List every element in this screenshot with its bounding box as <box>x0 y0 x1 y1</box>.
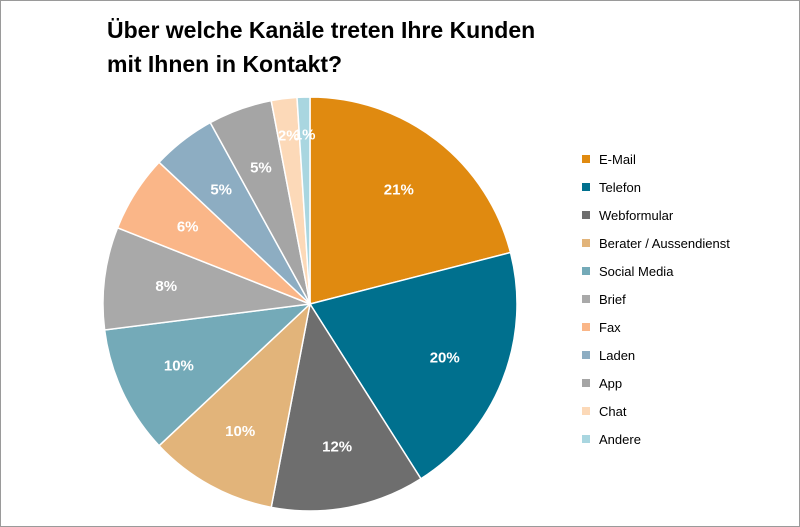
legend-label: Berater / Aussendienst <box>599 235 730 251</box>
pie-slice-e-mail <box>309 96 512 305</box>
legend-swatch <box>582 211 590 219</box>
legend-swatch <box>582 267 590 275</box>
slice-label-telefon: 20% <box>430 349 460 366</box>
legend-swatch <box>582 379 590 387</box>
legend-label: Telefon <box>599 179 641 195</box>
chart-title-line-2: mit Ihnen in Kontakt? <box>107 51 343 77</box>
legend-item-berater-aussendienst: Berater / Aussendienst <box>582 229 797 257</box>
slice-label-e-mail: 21% <box>384 182 414 199</box>
legend-swatch <box>582 239 590 247</box>
legend-label: Brief <box>599 291 626 307</box>
legend-item-telefon: Telefon <box>582 173 797 201</box>
legend-item-social-media: Social Media <box>582 257 797 285</box>
chart-legend: E-Mail Telefon Webformular Berater / Aussen… <box>582 145 797 453</box>
legend-swatch <box>582 323 590 331</box>
legend-item-brief: Brief <box>582 285 797 313</box>
legend-item-andere: Andere <box>582 425 797 453</box>
legend-swatch <box>582 183 590 191</box>
chart-title: Über welche Kanäle treten Ihre Kunden mi… <box>107 13 577 81</box>
slice-label-chat: 2% <box>278 128 300 145</box>
legend-swatch <box>582 155 590 163</box>
slice-label-berater-aussendienst: 10% <box>225 423 255 440</box>
legend-item-webformular: Webformular <box>582 201 797 229</box>
pie-slice-social-media <box>103 302 313 447</box>
legend-item-chat: Chat <box>582 397 797 425</box>
pie-slice-berater-aussendienst <box>158 301 312 509</box>
pie-slice-andere <box>296 96 311 305</box>
legend-swatch <box>582 295 590 303</box>
legend-label: E-Mail <box>599 151 636 167</box>
slice-label-fax: 6% <box>177 218 199 235</box>
legend-item-e-mail: E-Mail <box>582 145 797 173</box>
legend-item-fax: Fax <box>582 313 797 341</box>
legend-swatch <box>582 435 590 443</box>
legend-label: Social Media <box>599 263 674 279</box>
pie-slice-webformular <box>270 301 422 512</box>
legend-item-laden: Laden <box>582 341 797 369</box>
pie-slice-brief <box>102 226 311 331</box>
legend-swatch <box>582 407 590 415</box>
legend-label: App <box>599 375 623 391</box>
legend-label: Fax <box>599 319 621 335</box>
slice-label-social-media: 10% <box>164 358 194 375</box>
legend-swatch <box>582 351 590 359</box>
slice-label-laden: 5% <box>210 182 232 199</box>
slice-label-app: 5% <box>250 160 272 177</box>
slice-label-webformular: 12% <box>322 438 352 455</box>
slice-label-brief: 8% <box>155 278 177 295</box>
slice-label-andere: 1% <box>294 126 316 143</box>
legend-label: Andere <box>599 431 641 447</box>
legend-label: Chat <box>599 403 627 419</box>
legend-item-app: App <box>582 369 797 397</box>
legend-label: Laden <box>599 347 636 363</box>
pie-slice-telefon <box>308 251 518 480</box>
legend-label: Webformular <box>599 207 674 223</box>
chart-title-line-1: Über welche Kanäle treten Ihre Kunden <box>107 17 536 43</box>
